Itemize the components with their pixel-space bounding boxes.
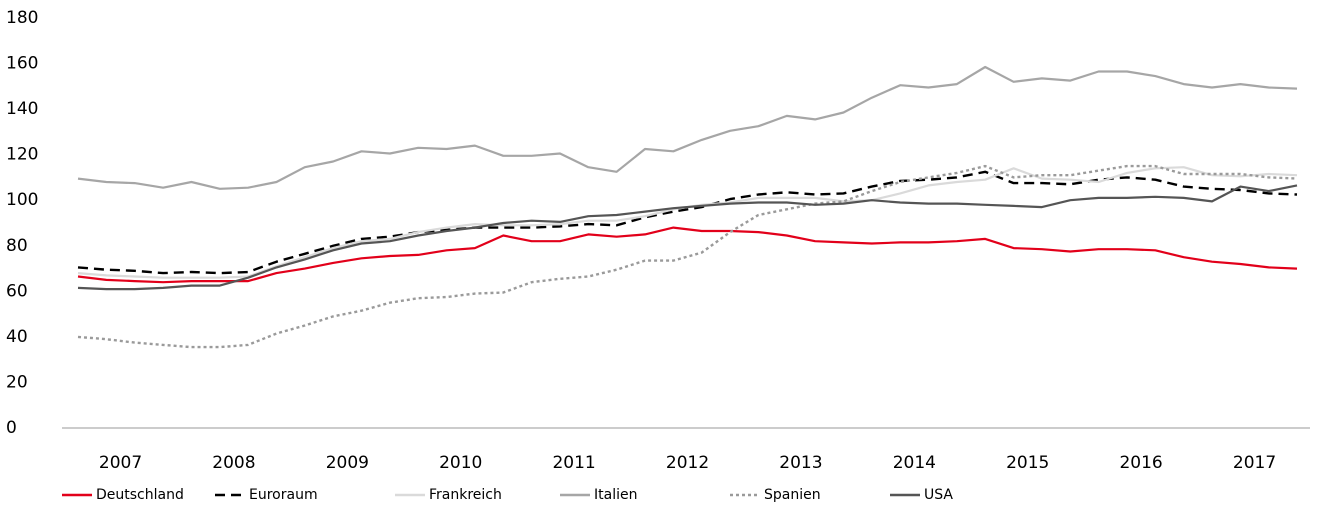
x-tick-label: 2007 [99, 453, 142, 473]
legend-label: Euroraum [249, 487, 318, 503]
line [77, 166, 1298, 279]
y-tick-label: 160 [6, 54, 38, 74]
legend-label: Italien [594, 487, 637, 503]
y-tick-label: 20 [6, 372, 28, 392]
y-tick-label: 120 [6, 145, 38, 165]
line [77, 226, 1298, 284]
x-tick-label: 2009 [326, 453, 369, 473]
y-tick-label: 60 [6, 281, 28, 301]
y-tick-label: 180 [6, 8, 38, 28]
line [77, 184, 1298, 291]
x-tick-label: 2014 [893, 453, 936, 473]
x-tick-label: 2008 [212, 453, 255, 473]
x-tick-label: 2017 [1233, 453, 1276, 473]
line [77, 164, 1298, 349]
legend-label: Deutschland [96, 487, 184, 503]
x-tick-label: 2016 [1119, 453, 1162, 473]
x-tick-label: 2013 [779, 453, 822, 473]
line [77, 170, 1298, 275]
legend-label: Frankreich [429, 487, 502, 503]
legend-label: Spanien [764, 487, 821, 503]
y-tick-label: 140 [6, 99, 38, 119]
y-tick-label: 80 [6, 236, 28, 256]
y-tick-label: 100 [6, 190, 38, 210]
y-tick-label: 40 [6, 327, 28, 347]
legend-label: USA [924, 487, 953, 503]
y-tick-label: 0 [6, 418, 17, 438]
x-tick-label: 2011 [552, 453, 595, 473]
line [77, 65, 1298, 190]
x-tick-label: 2015 [1006, 453, 1049, 473]
x-tick-label: 2012 [666, 453, 709, 473]
x-tick-label: 2010 [439, 453, 482, 473]
